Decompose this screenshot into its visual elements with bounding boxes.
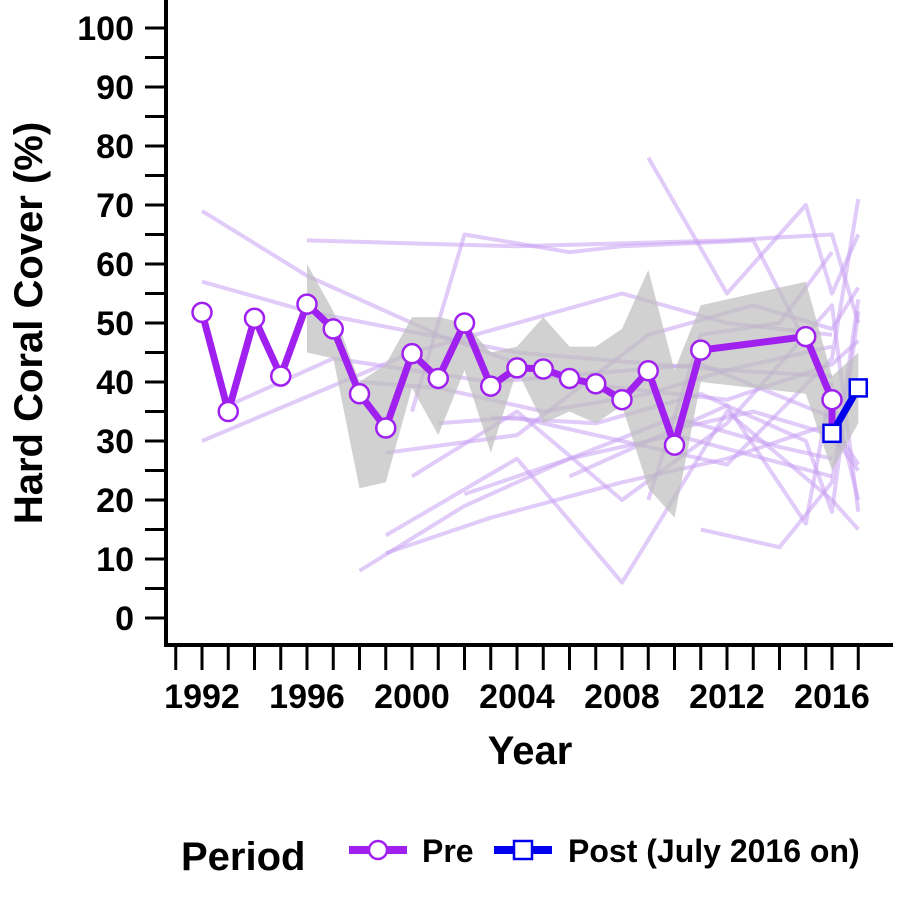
x-tick-label: 1992 xyxy=(164,678,240,716)
site-trajectory-line xyxy=(568,381,834,526)
y-tick-label: 50 xyxy=(96,305,134,343)
y-tick-label: 70 xyxy=(96,187,134,225)
y-tick-label: 60 xyxy=(96,246,134,284)
legend-key-pre xyxy=(349,839,407,861)
legend-key-post xyxy=(494,839,552,861)
y-tick-label: 40 xyxy=(96,364,134,402)
y-axis-title: Hard Coral Cover (%) xyxy=(7,122,51,524)
data-point-post xyxy=(848,378,868,398)
site-trajectory-line xyxy=(674,409,860,472)
data-point-post xyxy=(822,423,842,444)
data-point-pre xyxy=(401,342,423,365)
legend-title: Period xyxy=(181,835,305,879)
data-point-pre xyxy=(690,339,712,361)
data-point-pre xyxy=(348,383,371,405)
data-point-pre xyxy=(453,312,476,334)
legend-label-pre: Pre xyxy=(422,833,474,869)
y-axis-ticks: 0 10 20 30 40 50 60 70 80 90 100 xyxy=(77,10,166,638)
data-point-pre xyxy=(821,388,843,411)
data-point-pre xyxy=(663,434,686,456)
data-point-pre xyxy=(217,400,239,423)
data-point-pre xyxy=(795,325,817,348)
data-point-pre xyxy=(480,375,502,397)
legend-label-post: Post (July 2016 on) xyxy=(568,833,860,869)
y-tick-label: 90 xyxy=(96,69,134,107)
data-point-pre xyxy=(243,307,266,330)
x-tick-label: 2016 xyxy=(794,678,870,716)
y-tick-label: 20 xyxy=(96,482,134,520)
data-point-pre xyxy=(506,357,528,379)
data-point-pre xyxy=(375,417,397,439)
y-tick-label: 10 xyxy=(96,541,134,579)
data-point-pre xyxy=(637,360,659,382)
data-point-pre xyxy=(558,367,581,390)
y-tick-label: 0 xyxy=(115,600,134,638)
x-axis-ticks: 1992 1996 2000 2004 2008 2012 2016 xyxy=(164,645,870,716)
series-line-pre xyxy=(198,300,836,449)
data-point-pre xyxy=(611,388,633,411)
data-point-pre xyxy=(191,301,213,324)
legend: Period Pre Post (July 2016 on) xyxy=(181,833,860,879)
data-point-pre xyxy=(270,365,292,387)
y-tick-label: 100 xyxy=(77,10,134,48)
x-tick-label: 2012 xyxy=(689,678,765,716)
data-point-pre xyxy=(585,373,607,395)
x-tick-label: 2004 xyxy=(479,678,555,716)
site-trajectory-line xyxy=(646,156,861,296)
data-point-pre xyxy=(296,293,318,315)
legend-post-square-marker xyxy=(512,839,534,861)
x-tick-label: 1996 xyxy=(269,678,345,716)
y-tick-label: 80 xyxy=(96,128,134,166)
confidence-band-layer xyxy=(307,264,859,518)
data-point-pre xyxy=(322,318,344,340)
series-markers-layer xyxy=(191,293,868,456)
x-tick-label: 2000 xyxy=(374,678,450,716)
legend-pre-circle-marker xyxy=(367,839,389,861)
data-point-pre xyxy=(532,358,554,380)
site-trajectory-line xyxy=(490,310,861,514)
y-tick-label: 30 xyxy=(96,423,134,461)
data-point-pre xyxy=(427,367,449,390)
x-tick-label: 2008 xyxy=(584,678,660,716)
x-axis-title: Year xyxy=(488,729,573,773)
confidence-band xyxy=(307,264,859,518)
